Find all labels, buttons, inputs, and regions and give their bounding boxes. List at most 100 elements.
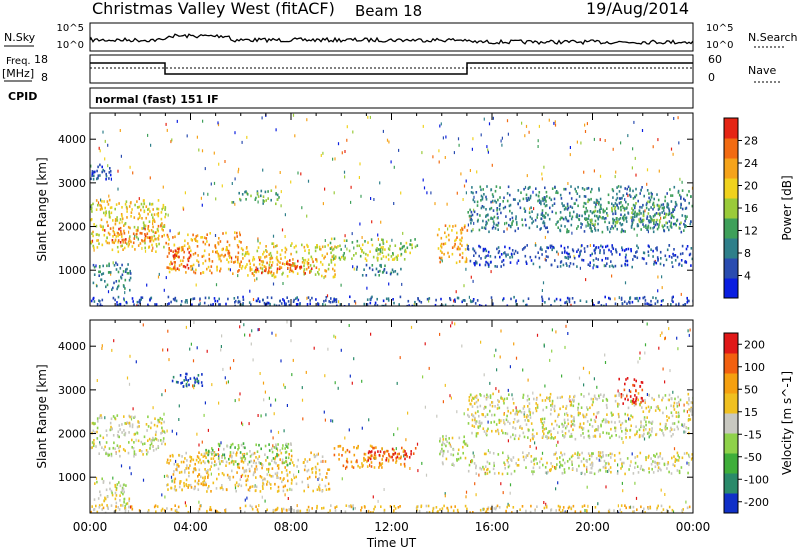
data-cell	[454, 239, 456, 243]
data-cell	[359, 222, 361, 226]
data-cell	[234, 260, 237, 264]
data-cell	[550, 462, 552, 465]
data-cell	[482, 219, 484, 223]
data-cell	[579, 412, 581, 415]
data-cell	[375, 267, 378, 271]
data-cell	[213, 463, 216, 467]
data-cell	[115, 235, 118, 238]
data-cell	[520, 191, 522, 194]
data-cell	[364, 458, 367, 462]
data-cell	[559, 265, 562, 268]
data-cell	[105, 441, 108, 444]
data-cell	[353, 246, 355, 250]
data-cell	[463, 224, 466, 228]
data-cell	[238, 191, 240, 195]
data-cell	[175, 299, 178, 303]
data-cell	[488, 462, 491, 465]
data-cell	[507, 185, 510, 189]
data-cell	[99, 303, 102, 306]
data-cell	[119, 445, 121, 448]
data-cell	[683, 452, 686, 455]
data-cell	[290, 339, 292, 343]
data-cell	[467, 408, 469, 411]
data-cell	[114, 491, 117, 495]
data-cell	[650, 406, 652, 409]
data-cell	[497, 399, 499, 402]
data-cell	[157, 420, 160, 424]
data-cell	[162, 185, 164, 189]
data-cell	[586, 460, 588, 463]
data-cell	[621, 462, 623, 466]
data-cell	[665, 213, 667, 216]
data-cell	[112, 261, 114, 265]
data-cell	[232, 451, 235, 455]
data-cell	[208, 450, 210, 453]
data-cell	[627, 247, 630, 251]
data-cell	[566, 264, 568, 267]
data-cell	[248, 252, 250, 256]
data-cell	[531, 433, 534, 436]
data-cell	[573, 416, 575, 419]
data-cell	[121, 220, 123, 224]
data-cell	[681, 214, 684, 217]
data-cell	[270, 189, 273, 192]
data-cell	[596, 210, 599, 213]
data-cell	[295, 475, 297, 479]
data-cell	[660, 257, 662, 260]
data-cell	[570, 197, 573, 200]
data-cell	[556, 457, 558, 460]
data-cell	[155, 243, 158, 246]
data-cell	[230, 455, 233, 459]
data-cell	[580, 226, 582, 229]
data-cell	[90, 205, 92, 209]
data-cell	[627, 406, 630, 410]
data-cell	[227, 267, 230, 271]
data-cell	[166, 461, 168, 464]
data-cell	[101, 477, 103, 481]
data-cell	[121, 504, 124, 507]
data-cell	[105, 452, 107, 456]
data-cell	[293, 473, 295, 477]
data-cell	[630, 248, 632, 251]
data-cell	[119, 499, 121, 502]
data-cell	[606, 212, 608, 215]
data-cell	[465, 267, 467, 271]
data-cell	[184, 469, 186, 472]
data-cell	[642, 210, 645, 213]
data-cell	[113, 281, 115, 285]
data-cell	[152, 436, 154, 440]
data-cell	[556, 396, 559, 400]
data-cell	[234, 237, 236, 241]
data-cell	[107, 231, 110, 235]
data-cell	[109, 428, 112, 432]
data-cell	[273, 446, 276, 449]
data-cell	[492, 220, 495, 223]
data-cell	[264, 390, 266, 394]
data-cell	[543, 216, 546, 219]
data-cell	[365, 259, 368, 262]
data-cell	[572, 404, 575, 408]
data-cell	[98, 506, 101, 509]
data-cell	[573, 419, 575, 423]
data-cell	[189, 347, 191, 351]
data-cell	[652, 249, 654, 253]
data-cell	[604, 220, 606, 224]
data-cell	[684, 260, 686, 264]
data-cell	[481, 205, 484, 208]
data-cell	[474, 251, 477, 255]
data-cell	[612, 219, 615, 223]
data-cell	[524, 218, 527, 222]
data-cell	[290, 252, 292, 256]
data-cell	[147, 133, 149, 137]
data-cell	[549, 429, 552, 433]
data-cell	[657, 212, 660, 216]
data-cell	[689, 222, 692, 226]
data-cell	[640, 464, 643, 468]
data-cell	[355, 301, 357, 305]
data-cell	[267, 197, 269, 200]
data-cell	[563, 204, 565, 207]
data-cell	[329, 247, 332, 250]
data-cell	[276, 271, 278, 274]
data-cell	[659, 334, 661, 337]
data-cell	[528, 428, 530, 432]
